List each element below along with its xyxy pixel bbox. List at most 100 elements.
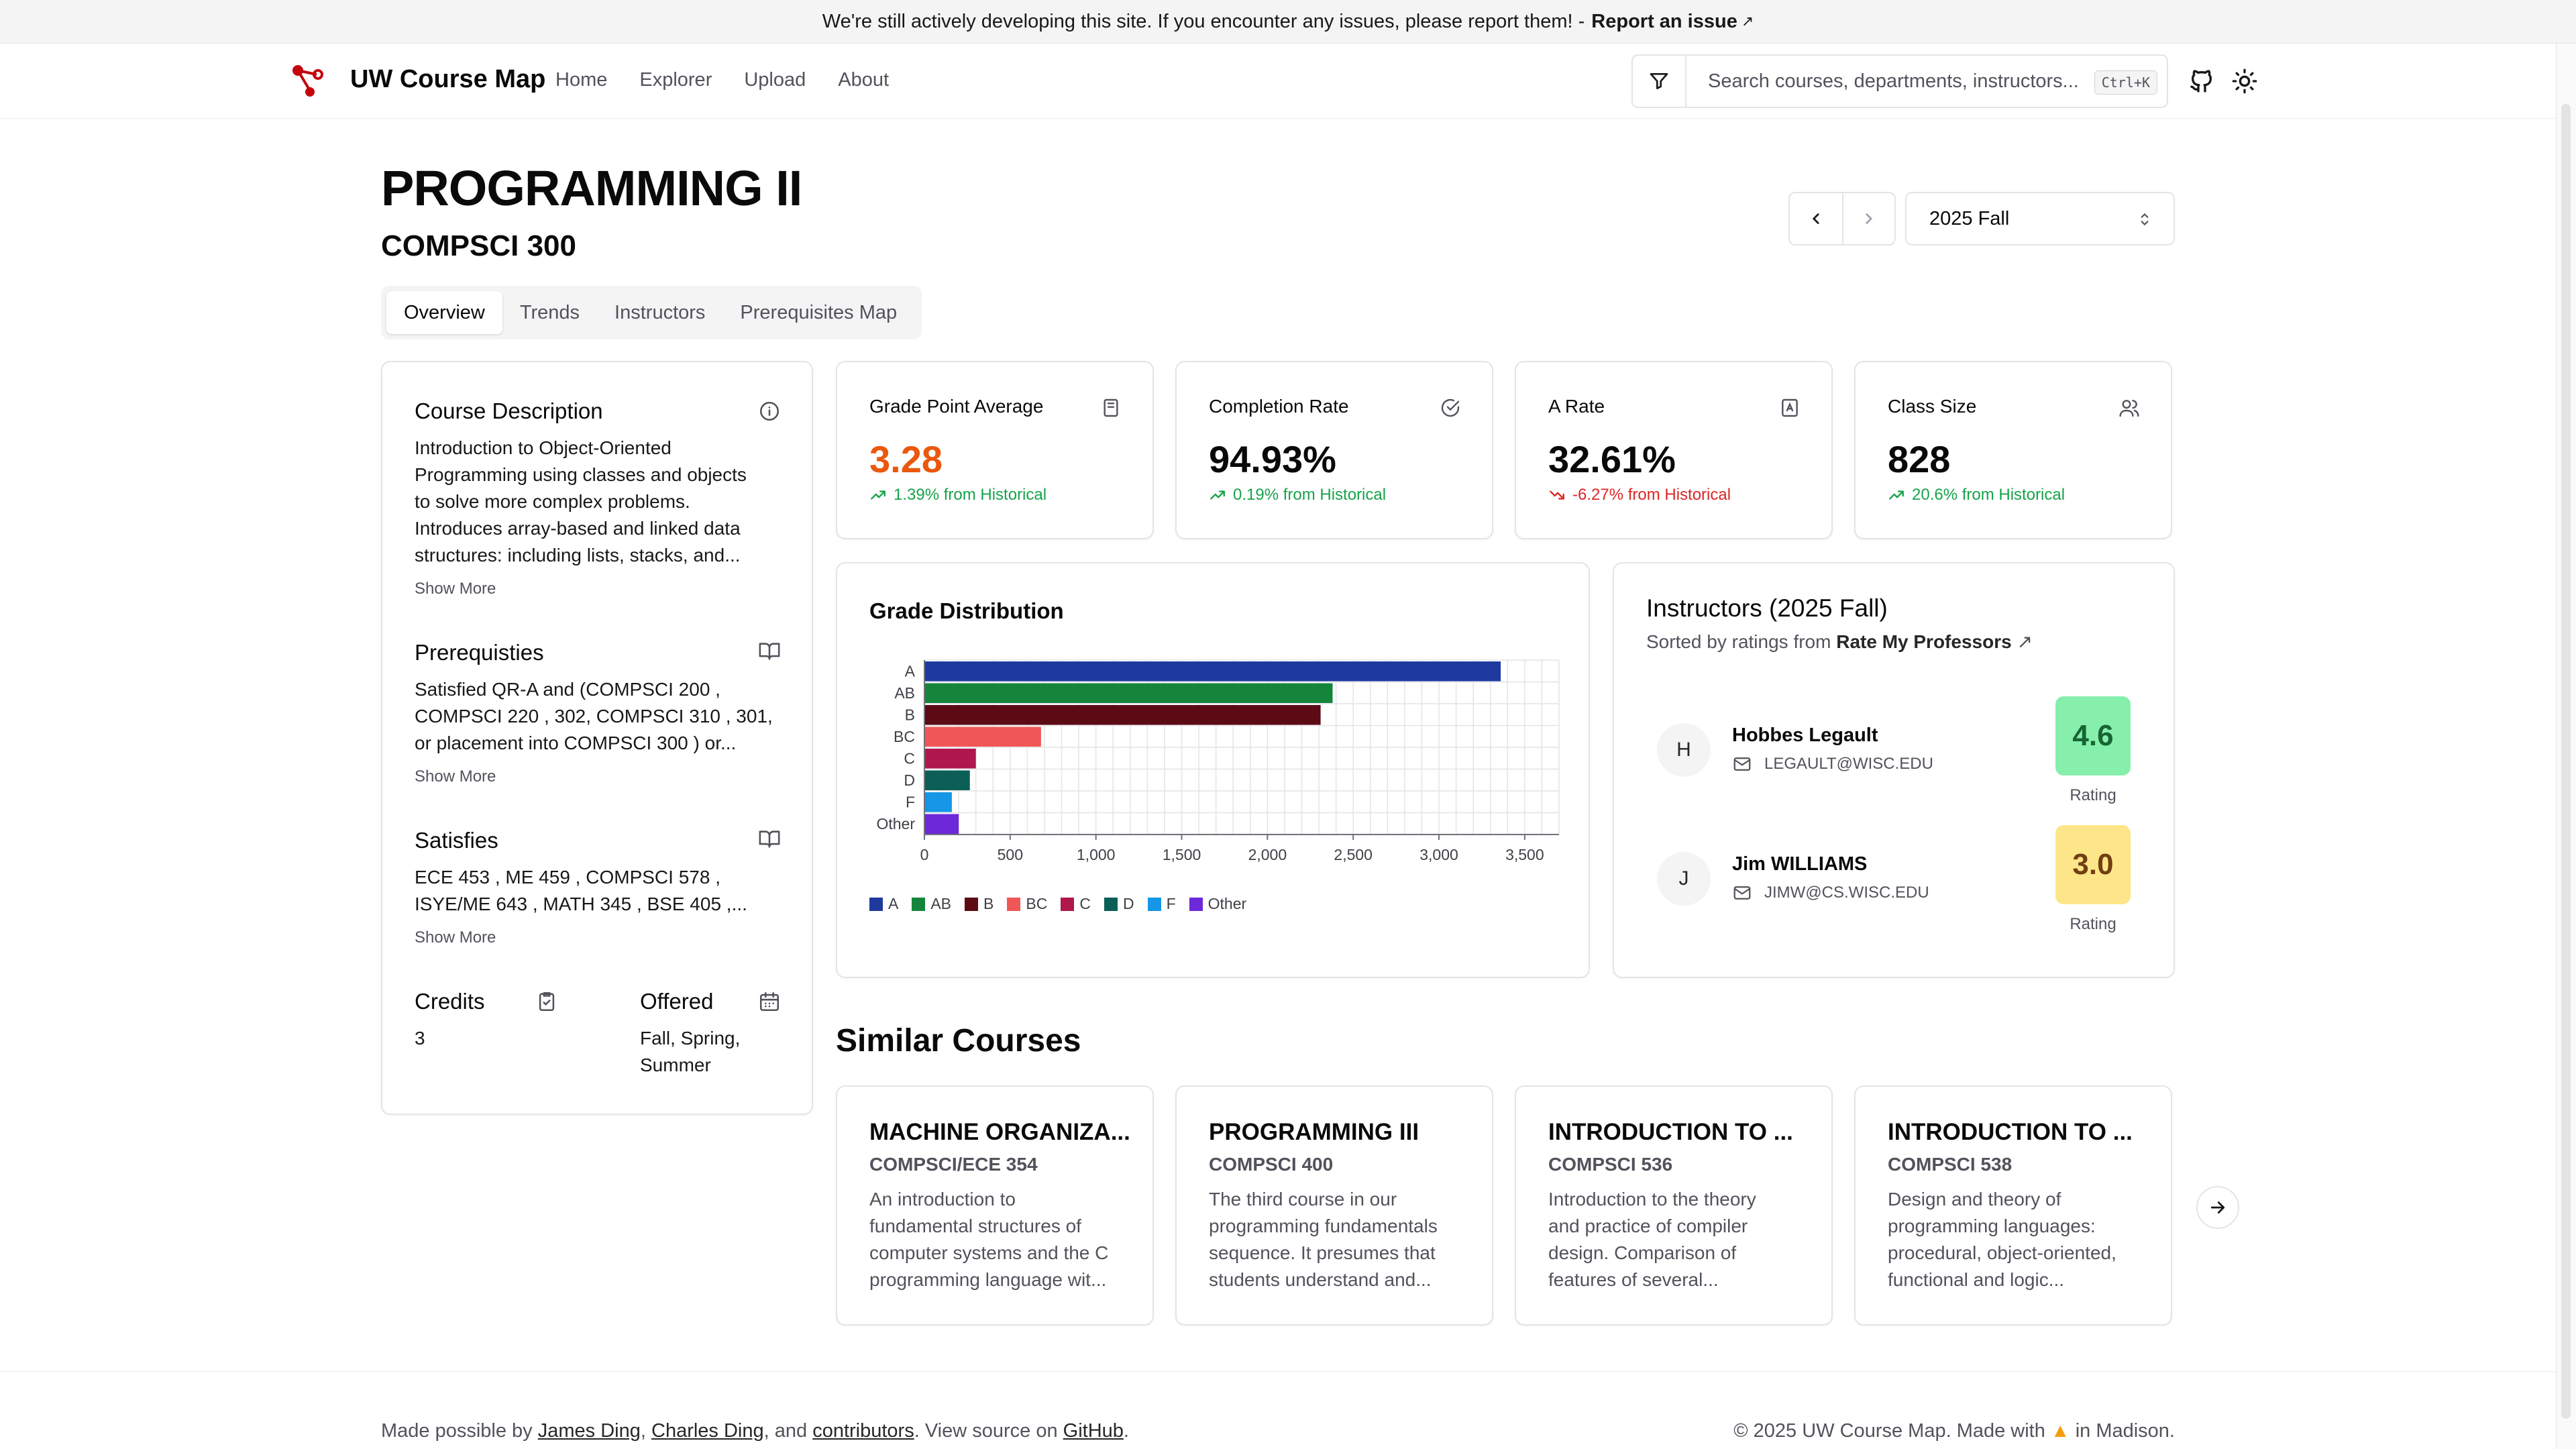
chart-legend: A AB B BC C D F Other: [869, 895, 1246, 913]
course-tabs: Overview Trends Instructors Prerequisite…: [381, 286, 922, 339]
legend-swatch: [912, 897, 926, 911]
y-tick-label: Other: [876, 815, 915, 833]
instructor-email[interactable]: LEGAULT@WISC.EDU: [1732, 754, 1933, 774]
description-show-more[interactable]: Show More: [415, 580, 496, 598]
similar-course-card[interactable]: INTRODUCTION TO ... COMPSCI 536 Introduc…: [1515, 1085, 1833, 1326]
y-tick-label: AB: [894, 684, 915, 702]
term-select[interactable]: 2025 Fall: [1905, 192, 2175, 246]
tab-instructors[interactable]: Instructors: [614, 301, 706, 323]
legend-label: A: [888, 895, 899, 912]
instructor-name[interactable]: Hobbes Legault: [1732, 724, 1878, 746]
x-tick-label: 3,000: [1419, 846, 1458, 863]
nav-explorer-link[interactable]: Explorer: [639, 69, 712, 91]
next-term-button[interactable]: [1842, 193, 1894, 244]
legend-item[interactable]: B: [965, 895, 994, 913]
legend-item[interactable]: F: [1147, 895, 1176, 913]
similar-course-code: COMPSCI 536: [1548, 1154, 1673, 1175]
bar-ab: [924, 683, 1333, 703]
calendar-icon: [759, 991, 780, 1012]
theme-toggle-sun-icon[interactable]: [2231, 68, 2258, 95]
banner-text: We're still actively developing this sit…: [822, 10, 1585, 32]
stat-label: Class Size: [1888, 396, 1977, 417]
james-ding-link[interactable]: James Ding: [537, 1420, 641, 1442]
stat-trend: 20.6% from Historical: [1888, 486, 2065, 504]
similar-course-card[interactable]: PROGRAMMING III COMPSCI 400 The third co…: [1175, 1085, 1493, 1326]
contributors-link[interactable]: contributors: [812, 1420, 914, 1442]
brand-name[interactable]: UW Course Map: [350, 65, 546, 93]
legend-item[interactable]: AB: [912, 895, 951, 913]
similar-course-card[interactable]: MACHINE ORGANIZA... COMPSCI/ECE 354 An i…: [836, 1085, 1154, 1326]
instructor-email[interactable]: JIMW@CS.WISC.EDU: [1732, 883, 1929, 903]
scrollbar-thumb[interactable]: [2561, 104, 2571, 1419]
term-navigation: [1788, 192, 1896, 246]
footer-copyright: © 2025 UW Course Map. Made with ▲ in Mad…: [1733, 1420, 2175, 1442]
rating-badge: 3.0: [2055, 825, 2131, 904]
legend-item[interactable]: A: [869, 895, 898, 913]
legend-label: BC: [1026, 895, 1048, 912]
tab-overview[interactable]: Overview: [386, 291, 502, 334]
tab-trends[interactable]: Trends: [519, 301, 580, 323]
footer-credits: Made possible by James Ding, Charles Din…: [381, 1420, 1129, 1442]
legend-label: Other: [1208, 895, 1247, 912]
previous-term-button[interactable]: [1790, 193, 1842, 244]
rating-label: Rating: [2070, 786, 2116, 804]
logo-icon[interactable]: [290, 62, 327, 100]
credits-heading: Credits: [415, 989, 485, 1014]
term-select-value: 2025 Fall: [1929, 207, 2010, 229]
tab-prerequisites-map[interactable]: Prerequisites Map: [740, 301, 898, 323]
nav-upload-link[interactable]: Upload: [744, 69, 806, 91]
similar-course-code: COMPSCI 400: [1209, 1154, 1334, 1175]
search-input[interactable]: Search courses, departments, instructors…: [1685, 54, 2168, 108]
similar-next-button[interactable]: [2196, 1186, 2239, 1229]
prerequisites-show-more[interactable]: Show More: [415, 767, 496, 786]
github-icon[interactable]: [2188, 68, 2215, 95]
bar-d: [924, 770, 970, 790]
legend-item[interactable]: BC: [1007, 895, 1047, 913]
chevron-up-down-icon: [2141, 213, 2149, 226]
page-scrollbar[interactable]: [2556, 44, 2576, 1449]
similar-course-description: Introduction to the theory and practice o…: [1548, 1189, 1756, 1290]
cheese-icon: ▲: [2050, 1420, 2070, 1442]
stat-card-class-size: Class Size 828 20.6% from Historical: [1854, 361, 2172, 539]
legend-item[interactable]: D: [1104, 895, 1134, 913]
rating-badge: 4.6: [2055, 696, 2131, 775]
nav-about-link[interactable]: About: [838, 69, 890, 91]
y-tick-label: D: [904, 771, 915, 789]
legend-item[interactable]: Other: [1189, 895, 1247, 913]
book-open-icon: [759, 830, 780, 848]
rate-my-professors-link[interactable]: Rate My Professors: [1836, 631, 2012, 652]
filter-button[interactable]: [1631, 54, 1686, 108]
footer: Made possible by James Ding, Charles Din…: [0, 1371, 2556, 1449]
charles-ding-link[interactable]: Charles Ding: [651, 1420, 764, 1442]
bar-bc: [924, 727, 1041, 747]
y-tick-label: F: [906, 793, 915, 810]
course-info-card: Course Description Introduction to Objec…: [381, 361, 813, 1115]
course-description-heading: Course Description: [415, 398, 603, 423]
prerequisites-heading: Prerequisties: [415, 640, 544, 665]
announcement-banner: We're still actively developing this sit…: [0, 0, 2576, 44]
legend-swatch: [1189, 897, 1203, 911]
legend-label: D: [1122, 895, 1134, 912]
mail-icon: [1733, 757, 1751, 771]
top-navbar: UW Course Map Home Explorer Upload About…: [0, 44, 2556, 119]
filter-icon: [1650, 73, 1668, 89]
satisfies-show-more[interactable]: Show More: [415, 928, 496, 947]
mail-icon: [1733, 886, 1751, 900]
chart-title: Grade Distribution: [869, 598, 1064, 623]
trending-up-icon: [1889, 490, 1904, 500]
nav-home-link[interactable]: Home: [555, 69, 608, 91]
report-issue-link[interactable]: Report an issue: [1591, 10, 1737, 32]
stat-trend: 0.19% from Historical: [1209, 486, 1386, 504]
github-link[interactable]: GitHub: [1063, 1420, 1124, 1442]
stat-label: Grade Point Average: [869, 396, 1044, 417]
satisfies-text: ECE 453 , ME 459 , COMPSCI 578 , ISYE/ME…: [415, 867, 747, 914]
stat-card-a-rate: A Rate 32.61% -6.27% from Historical: [1515, 361, 1833, 539]
similar-course-title: INTRODUCTION TO ...: [1888, 1119, 2133, 1145]
similar-course-card[interactable]: INTRODUCTION TO ... COMPSCI 538 Design a…: [1854, 1085, 2172, 1326]
legend-item[interactable]: C: [1061, 895, 1091, 913]
bar-b: [924, 705, 1321, 725]
instructors-card: Instructors (2025 Fall) Sorted by rating…: [1613, 562, 2175, 978]
x-tick-label: 3,500: [1505, 846, 1544, 863]
instructor-name[interactable]: Jim WILLIAMS: [1732, 853, 1868, 875]
similar-course-title: MACHINE ORGANIZA...: [869, 1119, 1130, 1145]
